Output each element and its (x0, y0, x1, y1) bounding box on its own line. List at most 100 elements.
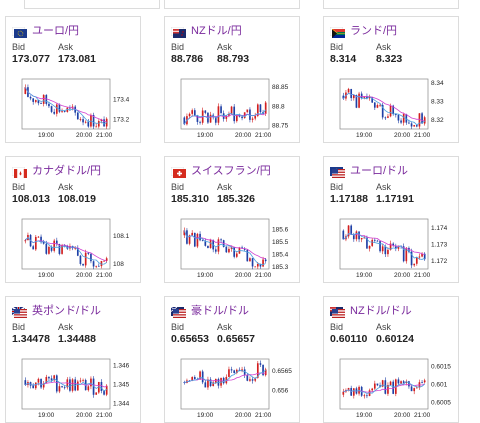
candle-body (254, 115, 257, 119)
candle-body (376, 105, 379, 108)
ask-value: 173.081 (58, 53, 96, 65)
pair-link[interactable]: ランド/円 (350, 25, 398, 37)
candle-body (264, 369, 267, 376)
pair-link[interactable]: ユーロ/ドル (350, 165, 409, 177)
candle-body (103, 119, 105, 127)
x-tick-label: 20:00 (235, 272, 252, 279)
candle-body (233, 246, 236, 257)
candle-body (92, 261, 95, 267)
x-tick-label: 19:00 (197, 132, 214, 139)
bid-value: 185.310 (171, 193, 209, 205)
bid-value: 173.077 (12, 53, 50, 65)
candle-body (76, 248, 79, 256)
rate-card[interactable]: カナダドル/円 Bid Ask 108.013 108.019 108.1 108… (5, 156, 141, 283)
x-tick-label: 20:00 (394, 412, 411, 419)
x-tick-label: 19:00 (356, 132, 373, 139)
candle-body (48, 376, 50, 379)
candle-body (199, 371, 201, 380)
rate-card[interactable]: NZドル/円 Bid Ask 88.786 88.793 88.85 88.8 88… (164, 16, 300, 143)
candle-body (387, 249, 389, 255)
eu-flag-icon (11, 21, 32, 39)
y-tick-label: 0.6005 (431, 399, 451, 406)
pair-link[interactable]: 豪ドル/ドル (191, 305, 250, 317)
candle-body (222, 377, 225, 384)
candle-body (183, 230, 186, 236)
rate-card[interactable]: ユーロ/円 Bid Ask 173.077 173.081 173.4 173.2… (5, 16, 141, 143)
y-tick-label: 8.32 (431, 117, 444, 124)
candle-body (394, 113, 397, 116)
candle-body (24, 87, 27, 94)
candle-body (413, 125, 416, 127)
card-header: カナダドル/円 (11, 163, 102, 178)
candle-body (387, 116, 389, 118)
candle-body (48, 103, 50, 107)
ask-label: Ask (376, 182, 392, 192)
candle-body (50, 106, 53, 112)
y-tick-label: 108 (113, 261, 124, 268)
bid-value: 8.314 (330, 53, 357, 65)
y-tick-label: 1.344 (113, 401, 130, 408)
candle-body (350, 88, 353, 99)
candle-body (37, 378, 40, 383)
bid-label: Bid (171, 182, 185, 192)
pair-link[interactable]: NZドル/ドル (350, 305, 412, 317)
rate-card[interactable]: ユーロ/ドル Bid Ask 1.17188 1.17191 1.174 1.17… (323, 156, 459, 283)
candle-body (199, 121, 201, 123)
rate-card[interactable]: 豪ドル/ドル Bid Ask 0.65653 0.65657 0.6565 0.6… (164, 296, 300, 423)
candle-body (53, 240, 56, 251)
pair-link[interactable]: NZドル/円 (191, 25, 242, 37)
bid-value: 0.60110 (330, 333, 368, 345)
candle-body (249, 258, 251, 262)
candle-body (363, 237, 366, 239)
card-header: NZドル/ドル (330, 303, 412, 318)
candle-body (418, 113, 421, 127)
pair-link[interactable]: 英ポンド/ドル (32, 305, 102, 317)
moving-average-short-line (184, 369, 266, 384)
moving-average-line (343, 233, 425, 256)
pair-link[interactable]: スイスフラン/円 (191, 165, 271, 177)
card-header: 豪ドル/ドル (170, 303, 250, 318)
candle-body (95, 265, 98, 267)
candle-body (230, 106, 233, 115)
candle-body (191, 232, 194, 236)
nz-flag-icon (170, 21, 191, 39)
ask-value: 0.65657 (217, 333, 255, 345)
moving-average-short-line (342, 92, 425, 126)
candle-body (342, 230, 345, 240)
candle-body (50, 378, 53, 381)
candle-body (376, 240, 379, 242)
rate-card[interactable]: スイスフラン/円 Bid Ask 185.310 185.326 185.6 18… (164, 156, 300, 283)
candle-body (342, 391, 345, 395)
pair-link[interactable]: ユーロ/円 (32, 25, 80, 37)
candle-body (220, 239, 222, 241)
candle-body (74, 379, 77, 391)
candle-body (352, 234, 355, 240)
pair-link[interactable]: カナダドル/円 (32, 165, 102, 177)
y-tick-label: 0.601 (431, 382, 448, 389)
bid-value: 108.013 (12, 193, 50, 205)
candle-body (259, 263, 262, 267)
candle-body (61, 386, 63, 388)
candle-body (87, 386, 90, 391)
candle-body (34, 236, 37, 250)
x-tick-label: 19:00 (38, 272, 55, 279)
candle-body (42, 383, 45, 388)
candle-body (408, 122, 410, 124)
rate-card[interactable]: 英ポンド/ドル Bid Ask 1.34478 1.34488 1.346 1.3… (5, 296, 141, 423)
plot-frame (339, 218, 429, 270)
candle-body (228, 248, 230, 253)
candle-body (392, 243, 395, 246)
y-tick-label: 185.4 (272, 252, 289, 259)
bid-label: Bid (330, 322, 344, 332)
x-tick-label: 21:00 (255, 132, 272, 139)
ch-flag-icon (170, 161, 191, 179)
candle-body (34, 382, 37, 389)
x-tick-label: 21:00 (414, 412, 431, 419)
rate-card[interactable]: ランド/円 Bid Ask 8.314 8.323 8.34 8.33 8.32 19… (323, 16, 459, 143)
x-tick-label: 20:00 (76, 132, 93, 139)
candle-body (352, 95, 355, 99)
rate-card[interactable]: NZドル/ドル Bid Ask 0.60110 0.60124 0.6015 0.… (323, 296, 459, 423)
price-chart: 0.6015 0.601 0.6005 19:00 20:00 21:00 (339, 358, 451, 419)
candle-body (360, 237, 363, 240)
x-tick-label: 21:00 (414, 132, 431, 139)
